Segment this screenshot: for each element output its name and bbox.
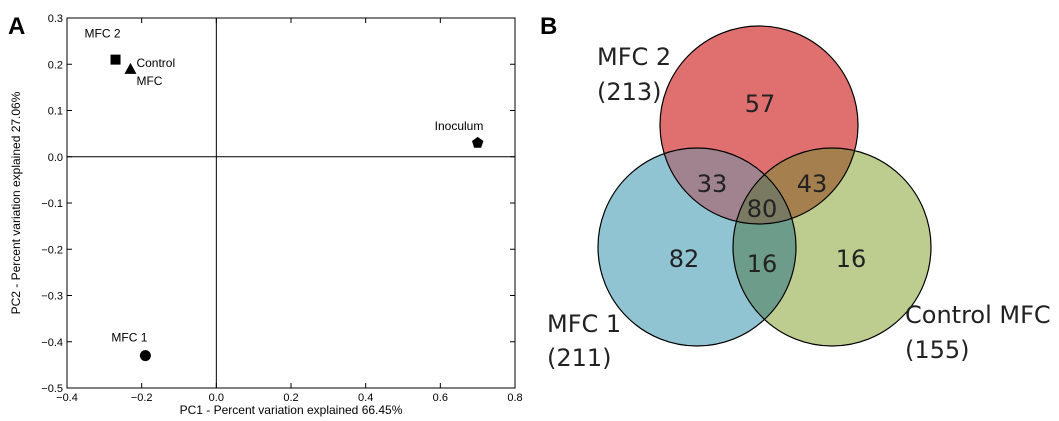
venn-count-mfc2-control: 43 [797,170,828,198]
venn-count-all: 80 [747,195,778,223]
point-labels: MFC 2 Control MFC Inoculum MFC 1 [85,27,484,345]
venn-outline-mfc2 [659,25,859,225]
x-tick-label: 0.0 [209,392,224,404]
point-label: Control [136,56,175,70]
venn-total-mfc2: (213) [597,78,662,106]
x-tick-label: −0.4 [56,392,78,404]
y-tick-label: −0.4 [41,337,63,349]
zero-lines [67,18,515,388]
venn-total-control: (155) [905,336,970,364]
panel-letter-b: B [540,13,557,40]
panel-letter-a: A [8,13,25,40]
y-tick-label: −0.1 [41,198,63,210]
scatter-point-pentagon [472,136,484,148]
venn-count-mfc1-control: 16 [747,250,778,278]
venn-label-mfc2: MFC 2 [597,43,671,71]
venn-label-control: Control MFC [905,301,1051,329]
scatter-points [110,54,484,362]
x-tick-label: 0.2 [283,392,298,404]
venn-count-mfc2-only: 57 [745,90,776,118]
x-axis-ticks: −0.4 −0.2 0.0 0.2 0.4 0.6 0.8 [56,18,523,404]
point-label: MFC 1 [111,331,147,345]
x-tick-label: 0.4 [358,392,373,404]
venn-total-mfc1: (211) [547,344,612,372]
venn-outline-mfc1 [597,147,797,347]
y-tick-label: 0.2 [48,59,63,71]
venn-panel: B 57 [540,13,1051,372]
venn-count-control-only: 16 [836,245,867,273]
point-label: MFC [136,74,162,88]
y-axis-label: PC2 - Percent variation explained 27.06% [9,91,23,314]
venn-label-mfc1: MFC 1 [547,310,621,338]
point-label: MFC 2 [85,27,121,41]
pca-scatter-panel: A −0.4 −0.2 0.0 0.2 0.4 0.6 0.8 0.30.20.10.0−0… [8,13,523,417]
venn-count-mfc1-only: 82 [669,245,700,273]
x-tick-label: −0.2 [131,392,153,404]
scatter-point-triangle [124,62,137,74]
venn-fills [598,26,931,346]
y-tick-label: −0.5 [41,383,63,395]
x-tick-label: 0.6 [433,392,448,404]
x-tick-label: 0.8 [507,392,522,404]
venn-count-mfc2-mfc1: 33 [697,170,728,198]
venn-outline-control [732,147,932,347]
y-tick-label: −0.3 [41,291,63,303]
venn-outlines [597,25,932,347]
y-tick-label: −0.2 [41,244,63,256]
scatter-point-square [110,54,121,65]
x-axis-label: PC1 - Percent variation explained 66.45% [180,403,403,417]
y-tick-label: 0.0 [48,152,63,164]
y-tick-label: 0.1 [48,106,63,118]
scatter-point-circle [139,350,151,362]
point-label: Inoculum [435,119,484,133]
y-axis-ticks: 0.3 0.2 0.1 0.0 −0.1 −0.2 −0.3 −0.4 −0.5 [41,13,515,395]
y-tick-label: 0.3 [48,13,63,25]
